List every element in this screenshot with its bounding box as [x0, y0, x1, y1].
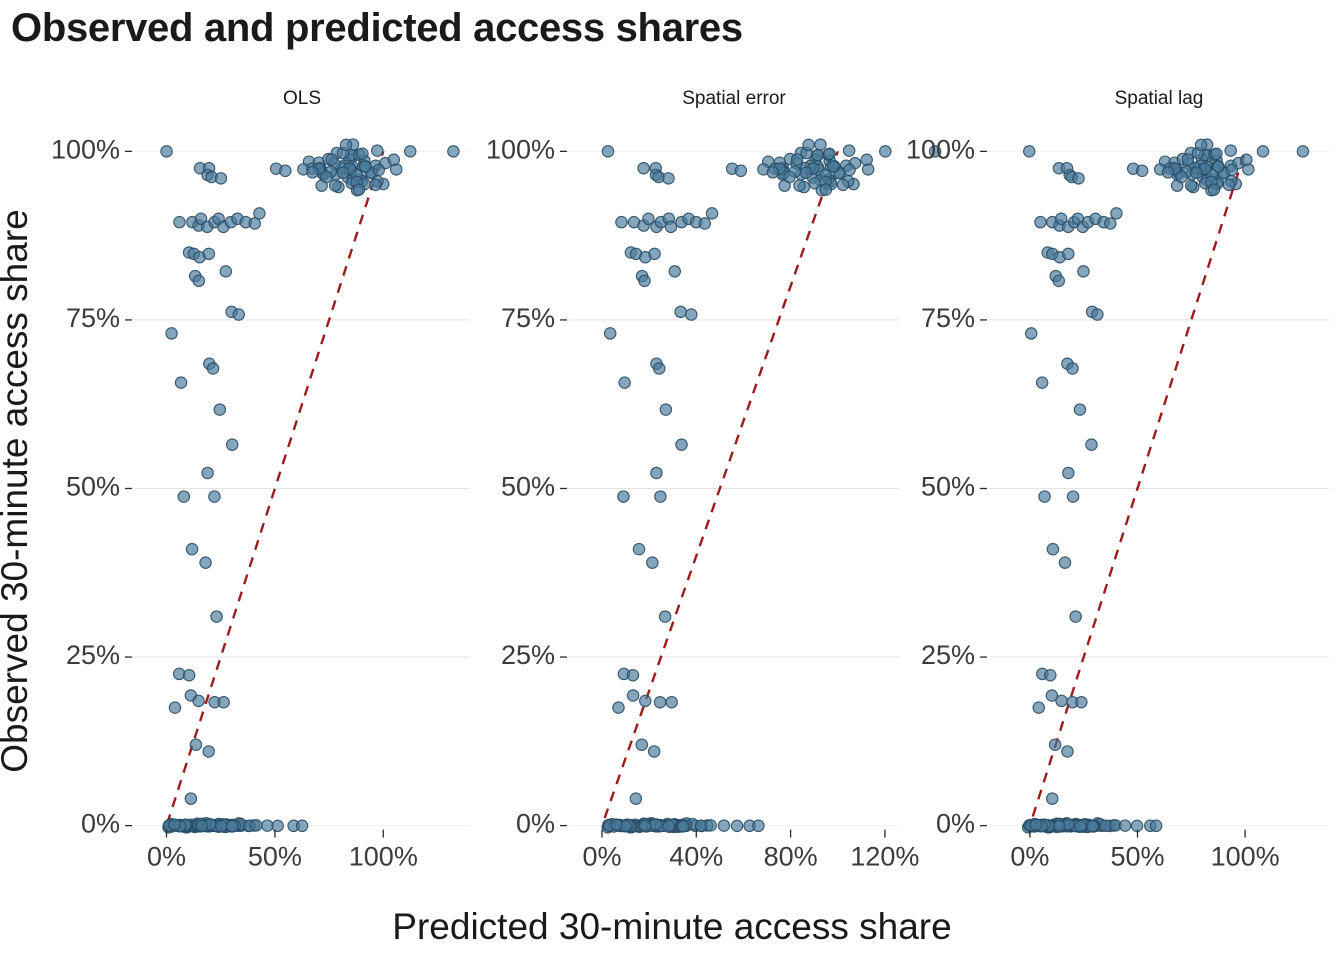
- svg-text:0%: 0%: [81, 809, 120, 839]
- svg-text:100%: 100%: [349, 842, 418, 872]
- svg-text:100%: 100%: [906, 134, 975, 164]
- svg-text:0%: 0%: [582, 842, 621, 872]
- svg-text:100%: 100%: [486, 134, 555, 164]
- svg-text:0%: 0%: [147, 842, 186, 872]
- svg-text:Spatial error: Spatial error: [682, 88, 786, 109]
- svg-text:50%: 50%: [501, 471, 555, 501]
- svg-text:OLS: OLS: [283, 88, 321, 109]
- svg-text:0%: 0%: [936, 809, 975, 839]
- svg-text:80%: 80%: [764, 842, 818, 872]
- svg-text:50%: 50%: [248, 842, 302, 872]
- svg-text:0%: 0%: [1010, 842, 1049, 872]
- svg-text:50%: 50%: [66, 471, 120, 501]
- svg-text:120%: 120%: [850, 842, 919, 872]
- svg-text:100%: 100%: [51, 134, 120, 164]
- svg-text:50%: 50%: [921, 471, 975, 501]
- svg-text:75%: 75%: [501, 303, 555, 333]
- svg-text:50%: 50%: [1110, 842, 1164, 872]
- svg-text:75%: 75%: [66, 303, 120, 333]
- svg-text:40%: 40%: [669, 842, 723, 872]
- svg-text:0%: 0%: [516, 809, 555, 839]
- svg-text:25%: 25%: [501, 640, 555, 670]
- svg-text:100%: 100%: [1211, 842, 1280, 872]
- svg-text:Spatial lag: Spatial lag: [1115, 88, 1204, 109]
- svg-text:25%: 25%: [921, 640, 975, 670]
- svg-text:75%: 75%: [921, 303, 975, 333]
- svg-text:25%: 25%: [66, 640, 120, 670]
